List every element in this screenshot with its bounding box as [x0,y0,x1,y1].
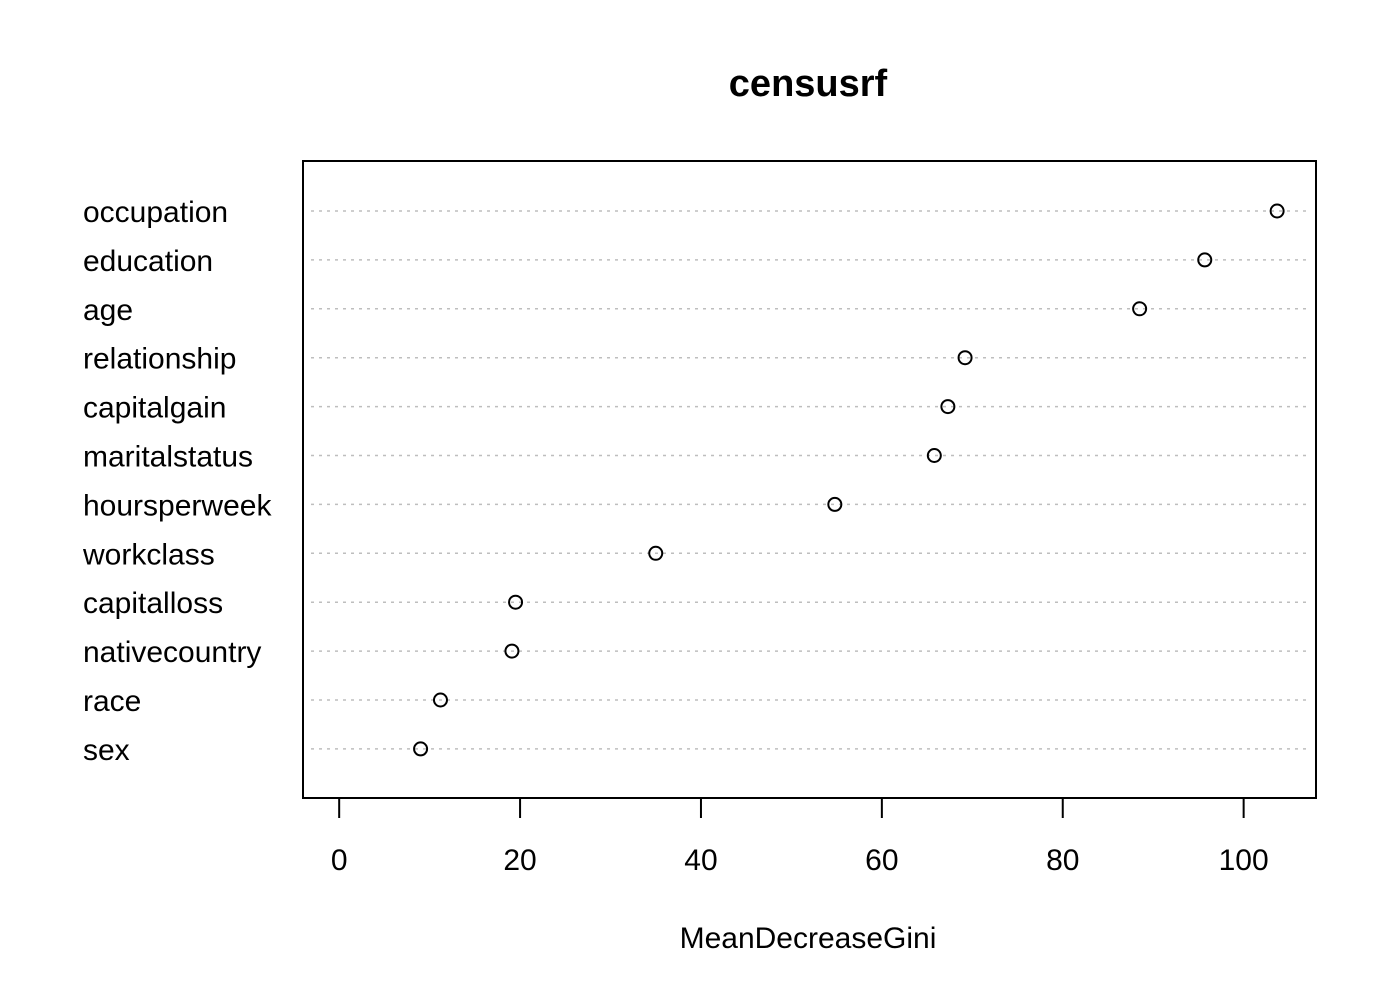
category-label: relationship [83,343,236,376]
data-points [413,203,1285,757]
category-label: maritalstatus [83,441,253,474]
data-point [827,496,843,512]
data-point [508,594,524,610]
data-point [432,692,448,708]
category-label: age [83,294,133,327]
category-label: capitalgain [83,392,226,425]
plot-frame [302,160,1317,799]
data-point [648,545,664,561]
category-label: nativecountry [83,636,261,669]
x-tick-label: 20 [503,844,536,877]
x-tick-label: 80 [1046,844,1079,877]
category-label: workclass [82,538,215,571]
x-tick-label: 100 [1219,844,1269,877]
data-point [1197,252,1213,268]
category-label: sex [83,734,130,767]
data-point [413,741,429,757]
category-label: hoursperweek [83,489,272,522]
data-point [1269,203,1285,219]
x-axis: 0 20 40 60 80 100 [331,797,1269,877]
data-point [957,350,973,366]
chart-title: censusrf [729,63,888,105]
category-label: race [83,685,141,718]
data-point [926,448,942,463]
category-label: education [83,245,213,278]
x-axis-label: MeanDecreaseGini [680,922,937,955]
data-point [1132,301,1148,317]
data-point [504,643,520,659]
category-label: capitalloss [83,587,223,620]
guide-lines [311,210,1308,750]
category-labels: occupation education age relationship capita… [82,196,272,767]
data-point [940,399,956,415]
x-tick-label: 60 [865,844,898,877]
x-tick-label: 0 [331,844,348,877]
category-label: occupation [83,196,228,229]
x-tick-label: 40 [684,844,717,877]
